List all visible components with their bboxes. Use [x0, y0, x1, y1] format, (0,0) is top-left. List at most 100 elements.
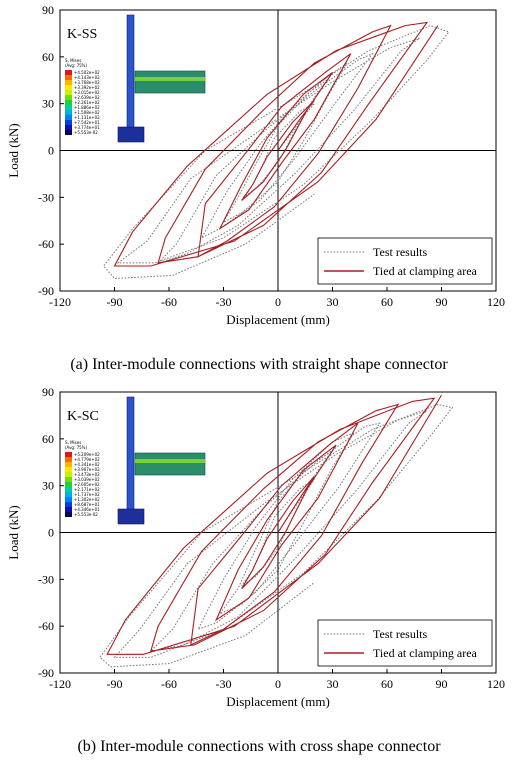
colorbar-value: +4.143e+02: [74, 75, 100, 80]
x-tick-label: 0: [275, 295, 281, 309]
figure-caption: (a) Inter-module connections with straig…: [70, 356, 448, 373]
x-tick-label: -60: [161, 295, 177, 309]
y-tick-label: 90: [42, 385, 54, 399]
colorbar-title-line2: (Avg: 75%): [65, 63, 87, 68]
test-results-line: [102, 25, 450, 280]
y-tick-label: 90: [42, 3, 54, 17]
x-tick-label: -120: [49, 677, 71, 691]
colorbar-value: +3.039e+02: [74, 477, 100, 482]
colorbar-value: +3.392e+02: [74, 85, 100, 90]
x-tick-label: 60: [381, 677, 393, 691]
x-tick-label: -90: [107, 295, 123, 309]
y-tick-label: -60: [38, 619, 54, 633]
legend-fem-label: Tied at clamping area: [373, 646, 478, 660]
colorbar-value: +1.508e+02: [74, 110, 100, 115]
legend-test-label: Test results: [373, 627, 427, 641]
colorbar-swatch: [65, 487, 72, 492]
colorbar-swatch: [65, 125, 72, 130]
y-axis-label: Load (kN): [6, 505, 21, 560]
colorbar-title-line2: (Avg: 75%): [65, 445, 87, 450]
colorbar-swatch: [65, 105, 72, 110]
colorbar-value: +3.907e+02: [74, 467, 100, 472]
chart-panel-2: -120 -90 -60 -30 0 30 60 90 1209060300-30-60-90D…: [6, 385, 505, 755]
x-tick-label: 60: [381, 295, 393, 309]
colorbar-value: +4.346e+01: [74, 507, 100, 512]
y-tick-label: -90: [38, 666, 54, 680]
colorbar-swatch: [65, 512, 72, 517]
colorbar-value: +1.886e+02: [74, 105, 100, 110]
colorbar-value: +8.687e+01: [74, 502, 100, 507]
colorbar-swatch: [65, 100, 72, 105]
colorbar-swatch: [65, 130, 72, 135]
y-tick-label: -30: [38, 190, 54, 204]
colorbar-swatch: [65, 115, 72, 120]
colorbar-swatch: [65, 457, 72, 462]
x-axis-label: Displacement (mm): [226, 312, 330, 327]
colorbar-swatch: [65, 482, 72, 487]
x-tick-label: 90: [436, 677, 448, 691]
colorbar-swatch: [65, 467, 72, 472]
colorbar-swatch: [65, 507, 72, 512]
y-axis-label: Load (kN): [6, 123, 21, 178]
panel-label: K-SS: [67, 27, 97, 42]
colorbar-value: +3.774e+01: [74, 125, 100, 130]
colorbar-value: +2.639e+02: [74, 95, 100, 100]
y-tick-label: -90: [38, 284, 54, 298]
x-tick-label: 30: [327, 295, 339, 309]
colorbar-value: +2.171e+02: [74, 487, 100, 492]
fe-column-shape: [126, 396, 135, 518]
colorbar-value: +7.542e+01: [74, 120, 100, 125]
colorbar-swatch: [65, 462, 72, 467]
colorbar-value: +4.341e+02: [74, 462, 100, 467]
x-tick-label: 90: [436, 295, 448, 309]
colorbar-value: +5.553e-02: [74, 512, 98, 517]
legend-fem-label: Tied at clamping area: [373, 264, 478, 278]
y-tick-label: 0: [48, 144, 54, 158]
panel-label: K-SC: [67, 409, 99, 424]
colorbar-value: +1.302e+02: [74, 497, 100, 502]
x-tick-label: -60: [161, 677, 177, 691]
colorbar-value: +2.261e+02: [74, 100, 100, 105]
y-tick-label: -60: [38, 237, 54, 251]
figure-caption: (b) Inter-module connections with cross …: [77, 738, 441, 755]
y-tick-label: 0: [48, 526, 54, 540]
colorbar-swatch: [65, 120, 72, 125]
colorbar-swatch: [65, 492, 72, 497]
colorbar-title-line1: S, Mises: [65, 58, 81, 63]
x-tick-label: -90: [107, 677, 123, 691]
colorbar-swatch: [65, 85, 72, 90]
tied-clamping-line: [106, 394, 442, 655]
colorbar-value: +1.131e+02: [74, 115, 100, 120]
colorbar-swatch: [65, 110, 72, 115]
colorbar-value: +3.768e+02: [74, 80, 100, 85]
y-tick-label: 60: [42, 432, 54, 446]
fe-column-shape: [126, 14, 135, 136]
x-tick-label: -30: [216, 295, 232, 309]
colorbar-value: +1.737e+02: [74, 492, 100, 497]
y-tick-label: 60: [42, 50, 54, 64]
colorbar-swatch: [65, 75, 72, 80]
colorbar-swatch: [65, 477, 72, 482]
colorbar-swatch: [65, 452, 72, 457]
x-tick-label: 120: [487, 677, 505, 691]
fe-beam-stress-band: [135, 459, 205, 463]
fe-base-shape: [117, 508, 145, 525]
legend-box: [317, 619, 493, 667]
x-tick-label: -30: [216, 677, 232, 691]
colorbar-swatch: [65, 472, 72, 477]
tied-clamping-line: [113, 21, 439, 267]
x-tick-label: -120: [49, 295, 71, 309]
fe-beam-shape: [134, 452, 206, 476]
colorbar-value: +3.473e+02: [74, 472, 100, 477]
colorbar-value: +4.779e+02: [74, 457, 100, 462]
colorbar-value: +2.605e+02: [74, 482, 100, 487]
chart-panel-1: -120 -90 -60 -30 0 30 60 90 1209060300-30-60-90D…: [6, 3, 505, 373]
colorbar-value: +5.209e+02: [74, 452, 100, 457]
x-axis-label: Displacement (mm): [226, 694, 330, 709]
y-tick-label: 30: [42, 479, 54, 493]
colorbar-value: +3.015e+02: [74, 90, 100, 95]
x-tick-label: 120: [487, 295, 505, 309]
fe-beam-shape: [134, 70, 206, 94]
colorbar-value: +4.502e+02: [74, 70, 100, 75]
